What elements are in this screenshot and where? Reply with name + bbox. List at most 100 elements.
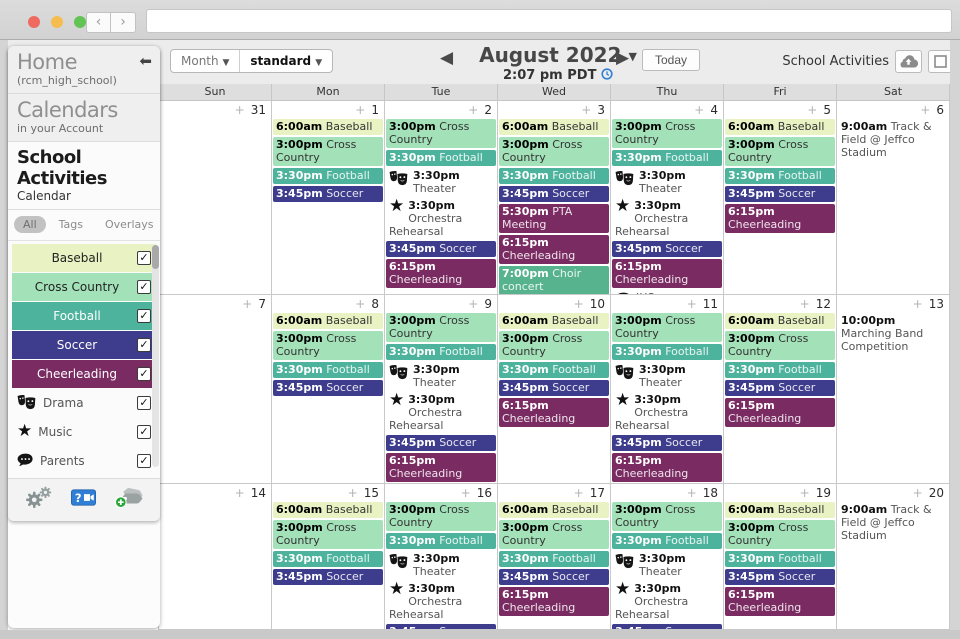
next-month-button[interactable]: ▶	[616, 48, 630, 67]
event-cross-country[interactable]: 3:00pm Cross Country	[386, 502, 496, 531]
today-button[interactable]: Today	[642, 49, 701, 71]
event-baseball[interactable]: 6:00am Baseball	[499, 313, 609, 329]
event-orchestra-rehearsal[interactable]: ★ 3:30pm Orchestra Rehearsal	[612, 198, 722, 239]
event-baseball[interactable]: 6:00am Baseball	[273, 313, 383, 329]
add-event-icon[interactable]: +	[686, 486, 697, 500]
sidebar-item-soccer[interactable]: Soccer ✓	[12, 331, 156, 359]
day-cell-11[interactable]: +11 3:00pm Cross Country 3:30pm Football 3:…	[611, 295, 724, 483]
add-event-icon[interactable]: +	[355, 103, 366, 117]
publish-cloud-button[interactable]	[895, 50, 922, 73]
add-event-icon[interactable]: +	[234, 103, 245, 117]
day-cell-7[interactable]: +7	[159, 295, 272, 483]
day-cell-9[interactable]: +9 3:00pm Cross Country 3:30pm Football 3:3…	[385, 295, 498, 483]
minimize-window-button[interactable]	[51, 16, 63, 28]
category-checkbox[interactable]: ✓	[137, 425, 151, 439]
event-football[interactable]: 3:30pm Football	[725, 551, 835, 567]
event-cross-country[interactable]: 3:00pm Cross Country	[386, 313, 496, 342]
event-baseball[interactable]: 6:00am Baseball	[499, 119, 609, 135]
category-checkbox[interactable]: ✓	[137, 367, 151, 381]
category-checkbox[interactable]: ✓	[137, 338, 151, 352]
day-cell-5[interactable]: +5 6:00am Baseball 3:00pm Cross Country 3:3…	[724, 101, 837, 294]
event-football[interactable]: 3:30pm Football	[612, 533, 722, 549]
event-football[interactable]: 3:30pm Football	[499, 168, 609, 184]
event-cheerleading[interactable]: 6:15pm Cheerleading	[386, 259, 496, 288]
event-soccer[interactable]: 3:45pm Soccer	[612, 241, 722, 257]
event-theater[interactable]: 3:30pm Theater	[612, 168, 722, 196]
event-baseball[interactable]: 6:00am Baseball	[725, 119, 835, 135]
sidebar-item-music[interactable]: ★ Music ✓	[12, 418, 156, 446]
event-soccer[interactable]: 3:45pm Soccer	[612, 435, 722, 451]
sidebar-item-cross-country[interactable]: Cross Country ✓	[12, 273, 156, 301]
event-pta-meeting[interactable]: 5:30pm PTA Meeting	[499, 204, 609, 233]
home-section[interactable]: ⬅ Home (rcm_high_school)	[8, 46, 160, 94]
category-checkbox[interactable]: ✓	[137, 251, 151, 265]
add-event-icon[interactable]: +	[347, 486, 358, 500]
event-marching-band-competition[interactable]: 10:00pm Marching Band Competition	[838, 313, 948, 354]
category-checkbox[interactable]: ✓	[137, 396, 151, 410]
add-tags-icon[interactable]	[114, 487, 144, 513]
day-cell-1[interactable]: +1 6:00am Baseball 3:00pm Cross Country 3:3…	[272, 101, 385, 294]
collapse-panel-icon[interactable]: ⬅	[139, 52, 152, 70]
browser-forward-button[interactable]: ›	[111, 12, 136, 33]
calendars-section[interactable]: Calendars in your Account	[8, 94, 160, 142]
event-cheerleading[interactable]: 6:15pm Cheerleading	[612, 259, 722, 288]
event-football[interactable]: 3:30pm Football	[386, 533, 496, 549]
sidebar-item-cheerleading[interactable]: Cheerleading ✓	[12, 360, 156, 388]
tab-tags[interactable]: Tags	[58, 218, 83, 231]
event-jhs-parent-teacher-conference[interactable]: JHS Parent/Teacher Conference	[612, 290, 722, 294]
day-cell-4[interactable]: +4 3:00pm Cross Country 3:30pm Football 3:3…	[611, 101, 724, 294]
day-cell-10[interactable]: +10 6:00am Baseball 3:00pm Cross Country 3:…	[498, 295, 611, 483]
category-checkbox[interactable]: ✓	[137, 454, 151, 468]
event-theater[interactable]: 3:30pm Theater	[386, 362, 496, 390]
close-window-button[interactable]	[28, 16, 40, 28]
add-event-icon[interactable]: +	[355, 297, 366, 311]
event-soccer[interactable]: 3:45pm Soccer	[273, 186, 383, 202]
event-soccer[interactable]: 3:45pm Soccer	[499, 569, 609, 585]
day-cell-13[interactable]: +13 10:00pm Marching Band Competition	[837, 295, 950, 483]
event-football[interactable]: 3:30pm Football	[612, 150, 722, 166]
event-soccer[interactable]: 3:45pm Soccer	[725, 186, 835, 202]
add-event-icon[interactable]: +	[573, 486, 584, 500]
add-event-icon[interactable]: +	[799, 486, 810, 500]
event-soccer[interactable]: 3:45pm Soccer	[386, 624, 496, 629]
event-cheerleading[interactable]: 6:15pm Cheerleading	[612, 453, 722, 482]
add-event-icon[interactable]: +	[912, 486, 923, 500]
day-cell-6[interactable]: +6 9:00am Track & Field @ Jeffco Stadium	[837, 101, 950, 294]
event-football[interactable]: 3:30pm Football	[386, 344, 496, 360]
event-orchestra-rehearsal[interactable]: ★ 3:30pm Orchestra Rehearsal	[386, 392, 496, 433]
day-cell-31[interactable]: +31	[159, 101, 272, 294]
event-football[interactable]: 3:30pm Football	[386, 150, 496, 166]
day-cell-19[interactable]: +19 6:00am Baseball 3:00pm Cross Country 3:…	[724, 484, 837, 629]
event-cross-country[interactable]: 3:00pm Cross Country	[725, 520, 835, 549]
event-cross-country[interactable]: 3:00pm Cross Country	[612, 502, 722, 531]
event-orchestra-rehearsal[interactable]: ★ 3:30pm Orchestra Rehearsal	[386, 198, 496, 239]
event-track-field-jeffco-stadium[interactable]: 9:00am Track & Field @ Jeffco Stadium	[838, 119, 948, 160]
day-cell-12[interactable]: +12 6:00am Baseball 3:00pm Cross Country 3:…	[724, 295, 837, 483]
category-checkbox[interactable]: ✓	[137, 309, 151, 323]
event-orchestra-rehearsal[interactable]: ★ 3:30pm Orchestra Rehearsal	[386, 581, 496, 622]
add-event-icon[interactable]: +	[468, 297, 479, 311]
event-cross-country[interactable]: 3:00pm Cross Country	[612, 119, 722, 148]
add-event-icon[interactable]: +	[581, 103, 592, 117]
view-dropdown[interactable]: Month ▼	[171, 50, 241, 72]
add-event-icon[interactable]: +	[694, 103, 705, 117]
event-cross-country[interactable]: 3:00pm Cross Country	[612, 313, 722, 342]
event-orchestra-rehearsal[interactable]: ★ 3:30pm Orchestra Rehearsal	[612, 581, 722, 622]
add-event-icon[interactable]: +	[807, 103, 818, 117]
event-theater[interactable]: 3:30pm Theater	[612, 362, 722, 390]
event-cheerleading[interactable]: 6:15pm Cheerleading	[499, 235, 609, 264]
event-cross-country[interactable]: 3:00pm Cross Country	[386, 119, 496, 148]
event-soccer[interactable]: 3:45pm Soccer	[725, 569, 835, 585]
event-soccer[interactable]: 3:45pm Soccer	[273, 380, 383, 396]
event-cheerleading[interactable]: 6:15pm Cheerleading	[386, 453, 496, 482]
event-cross-country[interactable]: 3:00pm Cross Country	[273, 331, 383, 360]
category-checkbox[interactable]: ✓	[137, 280, 151, 294]
event-football[interactable]: 3:30pm Football	[273, 551, 383, 567]
add-event-icon[interactable]: +	[799, 297, 810, 311]
sidebar-item-baseball[interactable]: Baseball ✓	[12, 244, 156, 272]
event-baseball[interactable]: 6:00am Baseball	[499, 502, 609, 518]
address-bar[interactable]	[146, 9, 952, 33]
calendars-link[interactable]: Calendars	[17, 98, 118, 122]
event-cross-country[interactable]: 3:00pm Cross Country	[725, 137, 835, 166]
event-football[interactable]: 3:30pm Football	[273, 362, 383, 378]
